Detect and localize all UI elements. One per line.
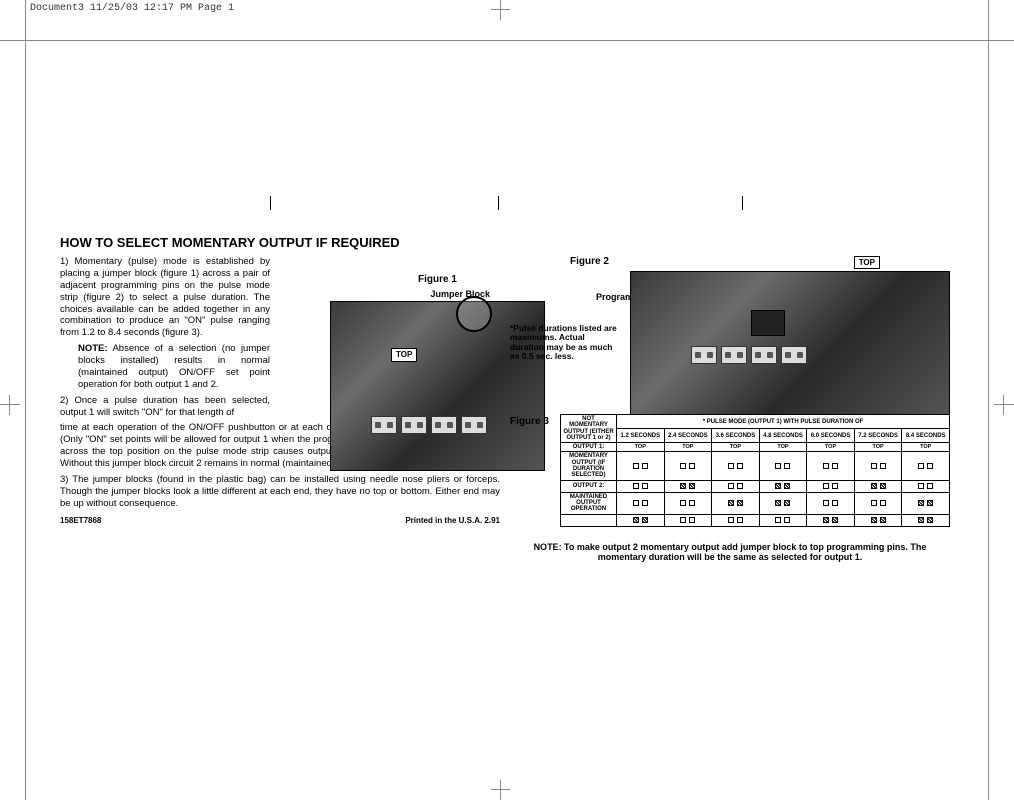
note-body: Absence of a selection (no jumper blocks…: [78, 343, 270, 390]
figure-2-label: Figure 2: [570, 256, 609, 269]
row-header-maintained: MAINTAINED OUTPUT OPERATION: [561, 492, 617, 514]
pulse-duration-note: *Pulse durations listed are maximums. Ac…: [510, 324, 620, 361]
jumper-row-2: OUTPUT 2:: [561, 480, 950, 492]
programming-pins-row: [371, 416, 487, 434]
jumper-row-4: [561, 514, 950, 526]
col-header-pulse-mode: * PULSE MODE (OUTPUT 1) WITH PULSE DURAT…: [617, 415, 950, 429]
jumper-cell: [664, 514, 712, 526]
crop-line: [988, 0, 989, 800]
figure-3-note: NOTE: To make output 2 momentary output …: [510, 542, 950, 563]
print-info: Printed in the U.S.A. 2.91: [405, 516, 500, 526]
top-cell: TOP: [854, 443, 902, 452]
note-label: NOTE:: [78, 343, 108, 354]
pin-block: [371, 416, 397, 434]
jumper-callout-circle: [456, 296, 492, 332]
jumper-cell: [617, 452, 665, 480]
jumper-cell: [759, 480, 807, 492]
jumper-cell: [854, 452, 902, 480]
col-header-not-momentary: NOT MOMENTARY OUTPUT (EITHER OUTPUT 1 or…: [561, 415, 617, 443]
figure-3-label: Figure 3: [510, 416, 549, 427]
pin-block: [461, 416, 487, 434]
jumper-cell: [807, 514, 855, 526]
pin-block: [721, 346, 747, 364]
figure-3-table: NOT MOMENTARY OUTPUT (EITHER OUTPUT 1 or…: [560, 414, 950, 527]
top-cell: TOP: [902, 443, 950, 452]
jumper-cell: [854, 514, 902, 526]
top-label-row: OUTPUT 1: TOP TOP TOP TOP TOP TOP TOP: [561, 443, 950, 452]
empty-rowhdr: [561, 514, 617, 526]
jumper-cell: [664, 452, 712, 480]
jumper-row-3: MAINTAINED OUTPUT OPERATION: [561, 492, 950, 514]
row-header-output2: OUTPUT 2:: [561, 480, 617, 492]
crop-line: [25, 0, 26, 800]
left-column: 1) Momentary (pulse) mode is established…: [60, 256, 500, 526]
dur-col: 2.4 SECONDS: [664, 429, 712, 443]
top-label: TOP: [391, 348, 417, 362]
crop-line: [0, 40, 1014, 41]
jumper-cell: [759, 452, 807, 480]
dur-col: 6.0 SECONDS: [807, 429, 855, 443]
register-mark: [994, 395, 1014, 415]
jumper-cell: [712, 452, 760, 480]
dur-col: 4.8 SECONDS: [759, 429, 807, 443]
jumper-cell: [807, 492, 855, 514]
jumper-cell: [617, 480, 665, 492]
jumper-cell: [712, 514, 760, 526]
top-cell: TOP: [664, 443, 712, 452]
jumper-cell: [759, 514, 807, 526]
top-cell: TOP: [759, 443, 807, 452]
pin-block: [751, 346, 777, 364]
top-cell: TOP: [617, 443, 665, 452]
row-header-momentary: MOMENTARY OUTPUT (IF DURATION SELECTED): [561, 452, 617, 480]
right-column: Figure 2 TOP Programming Pins *Pulse dur…: [510, 256, 950, 526]
programming-pins-row: [691, 346, 807, 364]
top-label: TOP: [854, 256, 880, 269]
figure-2-photo: [630, 271, 950, 421]
tick-mark: [742, 196, 743, 210]
print-header: Document3 11/25/03 12:17 PM Page 1: [30, 3, 234, 14]
pin-block: [431, 416, 457, 434]
footer-row: 158ET7868 Printed in the U.S.A. 2.91: [60, 516, 500, 526]
pin-block: [781, 346, 807, 364]
jumper-cell: [759, 492, 807, 514]
crop-mark: [500, 780, 501, 800]
jumper-cell: [664, 492, 712, 514]
note-paragraph: NOTE: Absence of a selection (no jumper …: [60, 343, 270, 391]
dur-col: 8.4 SECONDS: [902, 429, 950, 443]
paragraph-3: 3) The jumper blocks (found in the plast…: [60, 474, 500, 510]
jumper-cell: [854, 480, 902, 492]
dur-col: 3.6 SECONDS: [712, 429, 760, 443]
pin-block: [401, 416, 427, 434]
jumper-cell: [712, 492, 760, 514]
jumper-cell: [617, 514, 665, 526]
jumper-cell: [902, 452, 950, 480]
jumper-cell: [807, 480, 855, 492]
dur-col: 1.2 SECONDS: [617, 429, 665, 443]
part-number: 158ET7868: [60, 516, 101, 526]
jumper-row-1: MOMENTARY OUTPUT (IF DURATION SELECTED): [561, 452, 950, 480]
jumper-cell: [854, 492, 902, 514]
jumper-cell: [902, 514, 950, 526]
duration-header-row: 1.2 SECONDS 2.4 SECONDS 3.6 SECONDS 4.8 …: [561, 429, 950, 443]
tick-mark: [498, 196, 499, 210]
jumper-on-pins: [751, 310, 785, 336]
paragraph-2a: 2) Once a pulse duration has been select…: [60, 395, 270, 419]
paragraph-1: 1) Momentary (pulse) mode is established…: [60, 256, 270, 339]
jumper-cell: [807, 452, 855, 480]
document-page: HOW TO SELECT MOMENTARY OUTPUT IF REQUIR…: [60, 235, 960, 526]
jumper-cell: [712, 480, 760, 492]
page-title: HOW TO SELECT MOMENTARY OUTPUT IF REQUIR…: [60, 235, 960, 250]
register-mark: [0, 395, 20, 415]
top-cell: TOP: [712, 443, 760, 452]
jumper-cell: [902, 480, 950, 492]
crop-mark: [500, 0, 501, 20]
jumper-cell: [664, 480, 712, 492]
jumper-cell: [902, 492, 950, 514]
jumper-cell: [617, 492, 665, 514]
pin-block: [691, 346, 717, 364]
dur-col: 7.2 SECONDS: [854, 429, 902, 443]
top-cell: TOP: [807, 443, 855, 452]
row-header-output1: OUTPUT 1:: [561, 443, 617, 452]
tick-mark: [270, 196, 271, 210]
